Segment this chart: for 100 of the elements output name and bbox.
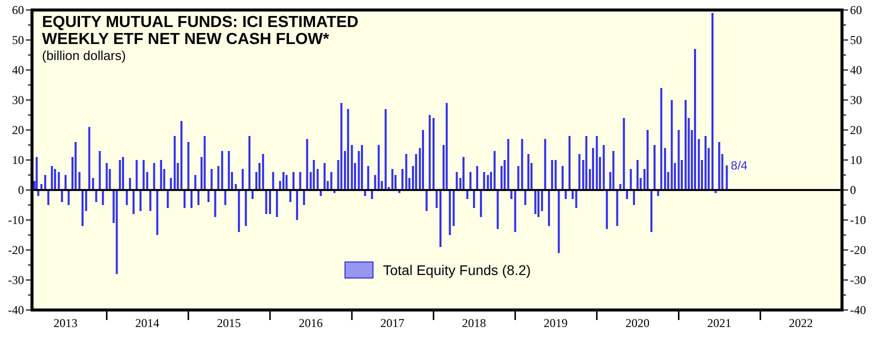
bar [439,190,442,247]
y2-tick-label: 0 [850,183,856,198]
bar [476,166,478,190]
bar [650,190,652,232]
bar [160,160,162,190]
bar [521,139,524,190]
y-tick-label: 50 [12,33,24,48]
bar [174,136,176,190]
bar [507,139,510,190]
y-tick-label: -40 [8,303,24,318]
bar [678,130,680,190]
bar [184,190,186,208]
bar [306,139,308,190]
y2-tick-label: 60 [850,3,862,18]
bar [136,160,138,190]
bar [204,136,206,190]
y-tick-label: -30 [8,273,24,288]
bar [269,190,272,214]
bar [221,151,224,190]
y2-tick-label: 50 [850,33,862,48]
bar [286,175,288,190]
bar [718,142,720,190]
bar [64,175,67,190]
bar [347,109,350,190]
bar [118,160,121,190]
bar [282,172,284,190]
bar [654,145,656,190]
y2-tick-label: 10 [850,153,862,168]
bar [432,118,435,190]
x-tick-label: 2013 [54,316,78,330]
bar [194,175,196,190]
bar [296,190,298,220]
bar [483,172,486,190]
x-tick-label: 2016 [298,316,323,330]
text: EQUITY MUTUAL FUNDS: ICI ESTIMATED WEEKLY ETF NET NEW CASH FLOW* [42,14,358,48]
y-tick-label: 0 [18,183,24,198]
bar [670,100,673,190]
bar [214,190,216,217]
x-tick-label: 2014 [135,316,160,330]
bar [426,190,428,211]
bar [36,157,38,190]
bar [391,169,394,190]
bar [128,178,131,190]
bar [350,145,353,190]
bar [632,190,635,205]
bar [139,190,142,211]
bar [660,88,662,190]
bar [68,190,70,205]
bar [446,103,448,190]
bar [248,136,250,190]
bar [537,190,540,217]
bar [367,166,370,190]
bar [578,154,580,190]
bar [585,136,588,190]
bar [262,154,264,190]
bar [74,142,77,190]
y2-tick-label: -40 [850,303,866,318]
bar [50,166,53,190]
bar [224,190,226,205]
bar [558,190,560,253]
bar [630,169,632,190]
bar [469,172,472,190]
bar [524,190,526,205]
x-tick-label: 2022 [788,316,813,330]
bar [78,172,80,190]
bar [415,154,418,190]
bar [698,139,700,190]
bar [544,139,546,190]
y2-tick-label: -30 [850,273,866,288]
y-tick-label: -20 [8,243,24,258]
bar [514,190,516,232]
bar [44,175,46,190]
bar [54,169,56,190]
bar [292,172,294,190]
bar [496,190,499,229]
bar [228,151,230,190]
bar [448,190,451,235]
bar [646,130,649,190]
bar [153,163,156,190]
bar [207,190,210,202]
y-tick-label: 30 [12,93,24,108]
y-tick-label: 20 [12,123,24,138]
bar [384,109,387,190]
bar [149,190,152,211]
bar [602,145,605,190]
bar [684,100,687,190]
y-tick-label: -10 [8,213,24,228]
bar [422,130,424,190]
bar [126,190,128,205]
bar [554,160,557,190]
bar [704,136,707,190]
bar [244,190,247,226]
bar [711,13,714,190]
bar [190,190,192,208]
bar [197,190,200,205]
bar [122,157,124,190]
bar [180,121,182,190]
bar [47,190,50,205]
bar [568,136,571,190]
bar [694,49,696,190]
